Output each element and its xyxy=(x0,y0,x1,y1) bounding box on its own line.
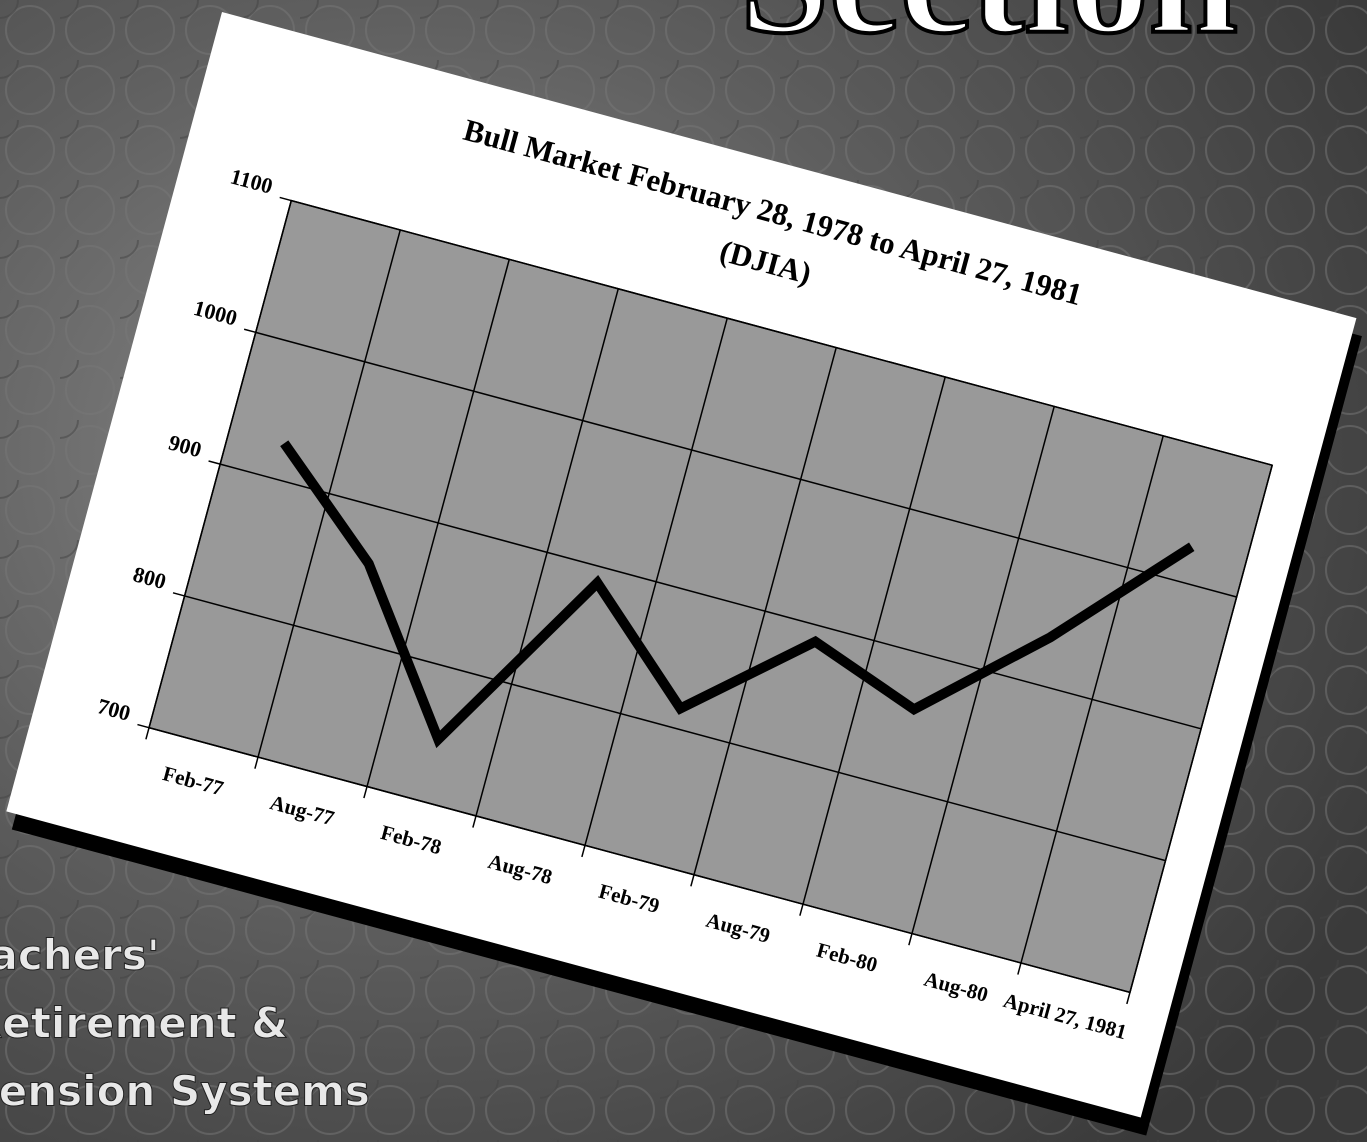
org-line: Teachers' xyxy=(0,931,160,980)
page: Section Teachers' Retirement & Pension S… xyxy=(0,0,1367,1142)
org-line: Pension Systems xyxy=(0,1067,370,1116)
section-heading: Section xyxy=(740,0,1238,67)
screen: Section Teachers' Retirement & Pension S… xyxy=(0,0,1367,1142)
org-line: Retirement & xyxy=(0,999,288,1048)
